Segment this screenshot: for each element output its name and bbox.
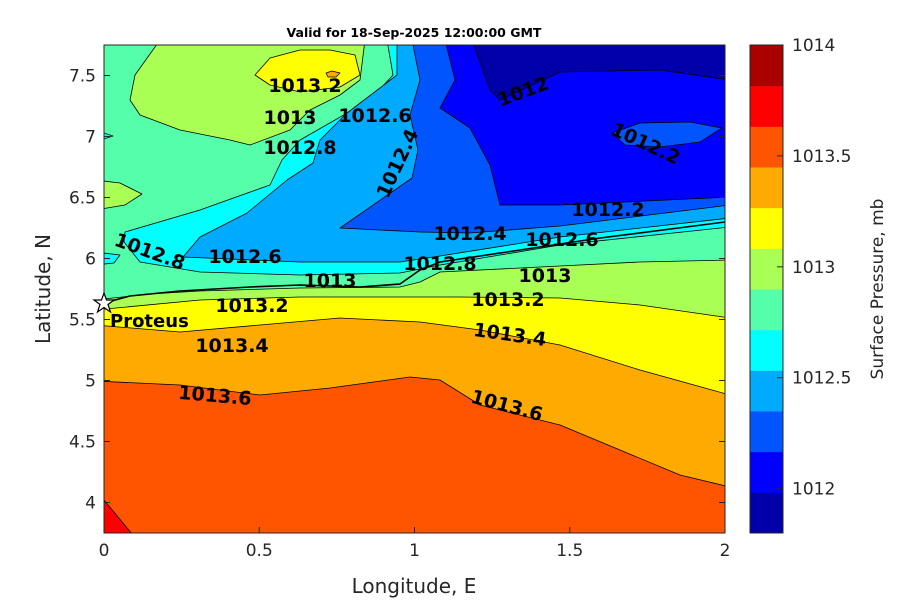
contour-region-11 xyxy=(611,121,723,148)
contour-label: 1012.8 xyxy=(403,253,476,275)
y-axis-label: Latitude, N xyxy=(31,234,55,344)
colorbar-tick-label: 1014 xyxy=(792,36,835,56)
colorbar-swatch xyxy=(750,451,783,493)
contour-label: 1012.4 xyxy=(433,223,506,245)
contour-label: 1013 xyxy=(519,265,572,287)
colorbar-tick-label: 1013.5 xyxy=(792,147,851,167)
y-tick-label: 4 xyxy=(85,494,96,514)
chart-title: Valid for 18-Sep-2025 12:00:00 GMT xyxy=(287,25,542,40)
colorbar-tick-label: 1012 xyxy=(792,480,835,500)
y-tick-label: 6.5 xyxy=(69,189,96,209)
x-tick-label: 1.5 xyxy=(556,541,583,561)
contour-label: 1013.4 xyxy=(195,335,268,357)
colorbar-tick-label: 1013 xyxy=(792,258,835,278)
colorbar-swatch xyxy=(750,167,783,209)
contour-label: 1012.6 xyxy=(525,229,598,251)
contour-region-15 xyxy=(325,70,341,78)
contour-region-13 xyxy=(104,180,143,209)
contour-label: 1013.2 xyxy=(471,289,544,311)
x-tick-label: 1 xyxy=(409,541,420,561)
contour-region-17 xyxy=(104,252,121,265)
contour-label: 1013.2 xyxy=(215,295,288,317)
x-tick-label: 2 xyxy=(720,541,731,561)
colorbar: 1012 1012.5 1013 1013.5 1014 xyxy=(749,36,851,534)
colorbar-swatch xyxy=(750,411,783,453)
y-tick-label: 7 xyxy=(85,128,96,148)
axis-ticks: 0 0.5 1 1.5 2 4 4.5 5 5.5 6 6.5 7 7.5 xyxy=(69,67,730,562)
contour-label: 1013 xyxy=(264,107,317,129)
colorbar-swatch xyxy=(750,329,783,371)
colorbar-swatch xyxy=(750,289,783,331)
x-tick-label: 0.5 xyxy=(246,541,273,561)
contour-label: 1012.2 xyxy=(571,199,644,221)
contour-label: 1012.6 xyxy=(208,246,281,268)
contour-label: 1012.6 xyxy=(338,105,411,127)
contour-label: 1013.2 xyxy=(268,75,341,97)
coastline xyxy=(104,221,725,304)
contour-label: 1012.8 xyxy=(263,137,336,159)
y-tick-label: 5.5 xyxy=(69,311,96,331)
colorbar-swatch xyxy=(750,492,783,534)
colorbar-swatch xyxy=(750,248,783,290)
marker-label: Proteus xyxy=(110,311,189,332)
contour-fill xyxy=(104,45,725,533)
colorbar-swatch xyxy=(750,207,783,249)
contour-region-14 xyxy=(254,49,361,93)
colorbar-swatch xyxy=(750,370,783,412)
y-tick-label: 7.5 xyxy=(69,67,96,87)
proteus-marker: Proteus xyxy=(92,291,189,332)
colorbar-swatch xyxy=(750,45,783,87)
contour-region-10 xyxy=(473,45,725,101)
contour-label: 1013 xyxy=(304,270,357,292)
colorbar-swatch xyxy=(750,126,783,168)
y-tick-label: 5 xyxy=(85,372,96,392)
colorbar-frame xyxy=(749,44,784,534)
colorbar-swatch xyxy=(750,85,783,127)
colorbar-label: Surface Pressure, mb xyxy=(868,199,888,380)
y-tick-label: 6 xyxy=(85,250,96,270)
y-tick-label: 4.5 xyxy=(69,433,96,453)
x-axis-label: Longitude, E xyxy=(352,574,477,598)
contour-region-1 xyxy=(104,499,132,533)
star-icon xyxy=(92,291,116,314)
x-tick-label: 0 xyxy=(99,541,110,561)
colorbar-tick-label: 1012.5 xyxy=(792,369,851,389)
